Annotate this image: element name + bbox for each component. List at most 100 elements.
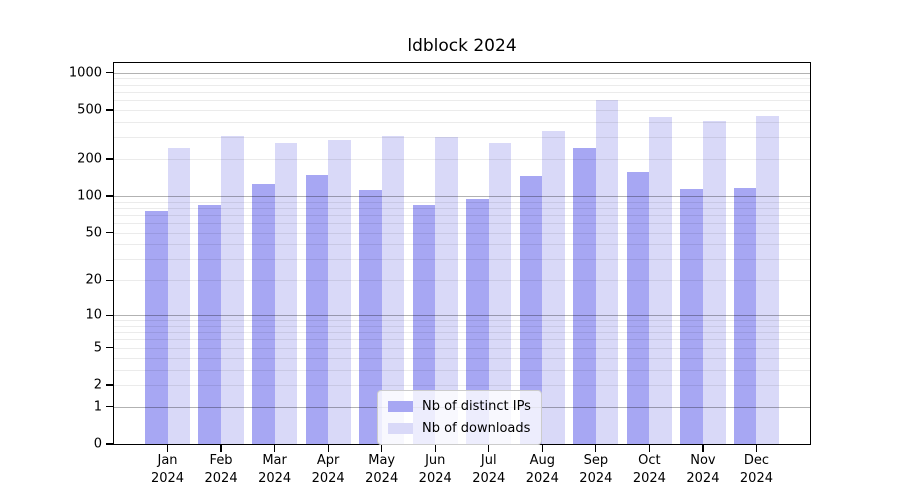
x-tick-month: May bbox=[368, 453, 396, 468]
x-tick-year: 2024 bbox=[204, 470, 238, 486]
x-tick-mark bbox=[755, 444, 758, 452]
y-tick-mark bbox=[106, 232, 114, 234]
y-tick-label: 1 bbox=[93, 399, 102, 415]
y-tick-label: 5 bbox=[93, 340, 102, 356]
x-tick-month: Aug bbox=[529, 453, 555, 468]
x-tick-year: 2024 bbox=[311, 470, 345, 486]
chart-title: ldblock 2024 bbox=[407, 36, 517, 56]
x-tick-label: Oct 2024 bbox=[609, 452, 689, 487]
legend-swatch-downloads-icon bbox=[388, 423, 413, 434]
bar-distinct-ips-jan bbox=[144, 211, 168, 444]
plot-area: Nb of distinct IPs Nb of downloads bbox=[113, 62, 811, 445]
y-tick-mark bbox=[106, 279, 114, 282]
x-tick-month: Jul bbox=[480, 453, 497, 468]
bars-layer bbox=[114, 63, 810, 444]
x-tick-label: Jun 2024 bbox=[395, 452, 475, 487]
x-tick-month: Dec bbox=[743, 453, 770, 468]
bar-downloads-feb bbox=[221, 135, 244, 444]
y-tick-label: 0 bbox=[93, 436, 102, 452]
y-tick-label: 1000 bbox=[68, 65, 102, 81]
y-tick-mark bbox=[106, 72, 114, 74]
bar-distinct-ips-apr bbox=[305, 175, 329, 444]
bar-distinct-ips-aug bbox=[519, 175, 543, 444]
x-tick-month: Apr bbox=[316, 453, 340, 468]
bar-downloads-apr bbox=[328, 139, 351, 444]
bar-distinct-ips-oct bbox=[626, 171, 650, 444]
x-tick-label: Mar 2024 bbox=[235, 452, 315, 487]
x-tick-month: Nov bbox=[690, 453, 716, 468]
bar-downloads-jan bbox=[167, 148, 191, 444]
x-tick-year: 2024 bbox=[525, 470, 559, 486]
y-tick-mark bbox=[106, 109, 114, 111]
x-tick-year: 2024 bbox=[632, 470, 666, 486]
y-tick-label: 20 bbox=[85, 272, 102, 288]
x-tick-mark bbox=[541, 444, 543, 452]
bar-distinct-ips-jul bbox=[466, 198, 489, 444]
x-tick-year: 2024 bbox=[472, 470, 506, 486]
x-tick-mark bbox=[702, 444, 704, 452]
bar-distinct-ips-sep bbox=[573, 147, 596, 444]
bar-distinct-ips-dec bbox=[733, 187, 757, 444]
x-tick-mark bbox=[273, 444, 276, 452]
y-tick-label: 500 bbox=[77, 102, 102, 118]
x-tick-month: Oct bbox=[638, 453, 661, 468]
legend: Nb of distinct IPs Nb of downloads bbox=[377, 390, 542, 445]
y-tick-mark bbox=[106, 406, 114, 408]
y-tick-label: 50 bbox=[85, 225, 102, 241]
y-tick-mark bbox=[106, 314, 114, 316]
bar-downloads-mar bbox=[274, 142, 298, 444]
bar-distinct-ips-mar bbox=[252, 184, 275, 444]
x-tick-label: Apr 2024 bbox=[288, 452, 368, 487]
x-tick-year: 2024 bbox=[739, 470, 773, 486]
x-tick-year: 2024 bbox=[579, 470, 613, 486]
legend-item-distinct-ips: Nb of distinct IPs bbox=[388, 399, 531, 414]
x-tick-label: May 2024 bbox=[342, 452, 422, 487]
y-tick-mark bbox=[106, 443, 114, 445]
x-tick-mark bbox=[595, 444, 597, 452]
y-tick-label: 100 bbox=[77, 188, 102, 204]
x-tick-label: Feb 2024 bbox=[181, 452, 261, 487]
legend-item-downloads: Nb of downloads bbox=[388, 421, 531, 436]
legend-label-distinct-ips: Nb of distinct IPs bbox=[422, 399, 531, 414]
x-tick-label: Jul 2024 bbox=[449, 452, 529, 487]
legend-swatch-distinct-ips-icon bbox=[388, 401, 413, 412]
x-tick-month: Feb bbox=[209, 453, 233, 468]
x-tick-label: Sep 2024 bbox=[556, 452, 636, 487]
y-tick-mark bbox=[106, 384, 114, 386]
x-tick-mark bbox=[488, 444, 490, 452]
x-tick-label: Dec 2024 bbox=[716, 452, 796, 487]
x-tick-year: 2024 bbox=[686, 470, 720, 486]
bar-downloads-jul bbox=[488, 143, 512, 444]
bar-downloads-sep bbox=[595, 99, 619, 444]
x-tick-year: 2024 bbox=[365, 470, 399, 486]
x-tick-year: 2024 bbox=[150, 470, 185, 486]
y-tick-mark bbox=[106, 158, 114, 160]
x-tick-year: 2024 bbox=[258, 470, 292, 486]
x-tick-month: Mar bbox=[262, 453, 287, 468]
y-tick-label: 200 bbox=[77, 151, 102, 167]
bar-downloads-may bbox=[381, 136, 405, 444]
y-tick-label: 2 bbox=[93, 377, 102, 393]
bar-distinct-ips-feb bbox=[198, 204, 222, 444]
bar-distinct-ips-jun bbox=[412, 205, 436, 444]
x-tick-mark bbox=[381, 444, 383, 452]
x-tick-month: Sep bbox=[583, 453, 609, 468]
y-tick-label: 10 bbox=[85, 307, 102, 323]
bar-distinct-ips-nov bbox=[680, 188, 703, 444]
x-tick-label: Aug 2024 bbox=[502, 452, 582, 487]
bar-downloads-oct bbox=[649, 116, 672, 444]
bar-downloads-dec bbox=[756, 115, 780, 444]
x-tick-month: Jun bbox=[425, 453, 446, 468]
legend-label-downloads: Nb of downloads bbox=[422, 421, 531, 436]
x-tick-mark bbox=[166, 444, 169, 452]
x-tick-mark bbox=[220, 444, 222, 452]
x-tick-label: Jan 2024 bbox=[128, 452, 208, 487]
bar-downloads-aug bbox=[542, 130, 565, 444]
bar-distinct-ips-may bbox=[359, 189, 382, 444]
x-tick-month: Jan bbox=[157, 453, 178, 468]
x-tick-year: 2024 bbox=[418, 470, 452, 486]
bar-downloads-jun bbox=[435, 136, 458, 444]
y-tick-mark bbox=[106, 347, 114, 349]
x-tick-mark bbox=[327, 444, 329, 452]
